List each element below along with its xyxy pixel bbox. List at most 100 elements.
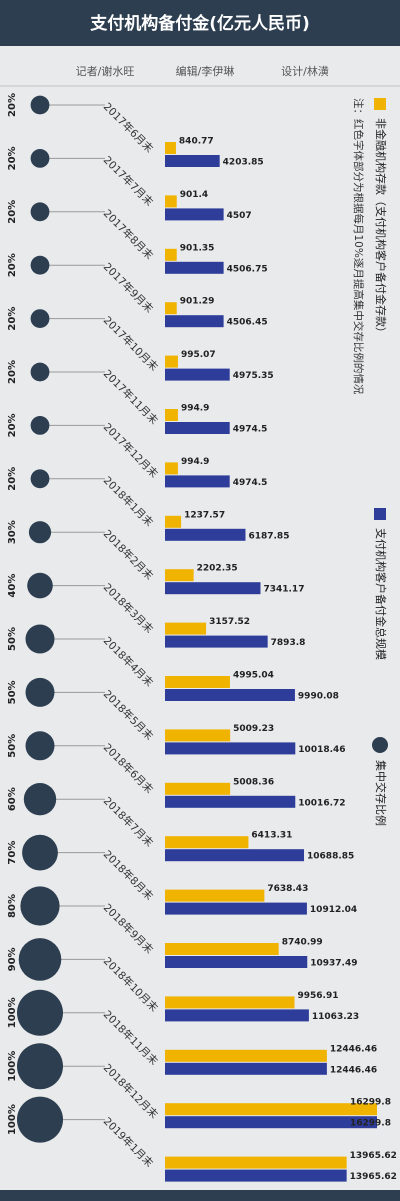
bar bbox=[165, 302, 177, 315]
ratio-label: 20% bbox=[7, 360, 18, 384]
value-label: 4507 bbox=[227, 211, 252, 221]
value-label: 7893.8 bbox=[271, 638, 306, 648]
ratio-circle bbox=[23, 783, 57, 816]
value-label: 994.9 bbox=[181, 457, 209, 467]
bar bbox=[165, 795, 296, 808]
bar bbox=[165, 248, 177, 261]
value-label: 6187.85 bbox=[248, 531, 289, 541]
ratio-circle bbox=[17, 1043, 63, 1090]
chart-title: 支付机构备付金(亿元人民币) bbox=[90, 13, 310, 34]
value-label: 4506.75 bbox=[227, 264, 268, 274]
value-label: 12446.46 bbox=[330, 1065, 377, 1075]
bar bbox=[165, 1116, 377, 1129]
value-label: 7638.43 bbox=[267, 884, 308, 894]
bar bbox=[165, 1156, 347, 1169]
ratio-label: 20% bbox=[7, 93, 18, 117]
bar bbox=[165, 208, 224, 221]
bar bbox=[165, 729, 231, 742]
bar bbox=[165, 528, 246, 541]
ratio-label: 20% bbox=[7, 200, 18, 224]
ratio-circle bbox=[25, 731, 55, 761]
ratio-label: 30% bbox=[7, 520, 18, 544]
ratio-circle bbox=[30, 362, 50, 382]
bar bbox=[165, 1062, 327, 1075]
bar bbox=[165, 368, 230, 381]
value-label: 840.77 bbox=[179, 137, 214, 147]
value-label: 13965.62 bbox=[350, 1151, 397, 1161]
bar bbox=[165, 676, 230, 688]
ratio-label: 50% bbox=[7, 734, 18, 758]
value-label: 10016.72 bbox=[298, 798, 345, 808]
ratio-label: 100% bbox=[7, 1051, 18, 1082]
ratio-circle bbox=[30, 149, 50, 168]
bar bbox=[165, 889, 265, 902]
header bbox=[0, 0, 400, 46]
value-label: 901.4 bbox=[180, 190, 208, 200]
ratio-circle bbox=[20, 886, 60, 926]
bar bbox=[165, 155, 220, 167]
ratio-circle bbox=[30, 202, 50, 222]
bar bbox=[165, 782, 231, 795]
ratio-label: 50% bbox=[7, 627, 18, 651]
bar bbox=[165, 475, 230, 488]
bar bbox=[165, 462, 178, 475]
ratio-circle bbox=[28, 521, 52, 544]
value-label: 901.29 bbox=[180, 297, 215, 307]
ratio-circle bbox=[17, 989, 63, 1036]
ratio-circle bbox=[30, 416, 50, 435]
value-label: 5009.23 bbox=[233, 724, 274, 734]
bar bbox=[165, 622, 207, 635]
ratio-label: 80% bbox=[7, 894, 18, 918]
value-label: 12446.46 bbox=[330, 1044, 377, 1054]
bar bbox=[165, 569, 194, 582]
bar bbox=[165, 582, 261, 595]
ratio-circle bbox=[27, 572, 53, 599]
value-label: 4203.85 bbox=[223, 158, 264, 168]
bar bbox=[165, 195, 177, 208]
bar bbox=[165, 355, 178, 368]
value-label: 4506.45 bbox=[227, 318, 268, 328]
legend-label: 支付机构客户备付金总规模 bbox=[374, 528, 388, 660]
ratio-circle bbox=[30, 469, 50, 489]
ratio-label: 20% bbox=[7, 467, 18, 491]
ratio-label: 20% bbox=[7, 146, 18, 170]
ratio-circle bbox=[30, 95, 50, 115]
value-label: 16299.8 bbox=[350, 1119, 391, 1129]
legend-swatch bbox=[372, 737, 388, 753]
note: 注：红色字体部分为根据每月10%逐月提高集中交存比例的情况 bbox=[352, 98, 365, 395]
ratio-label: 40% bbox=[7, 574, 18, 598]
value-label: 901.35 bbox=[180, 243, 215, 253]
bar bbox=[165, 142, 176, 154]
credit: 编辑/李伊琳 bbox=[176, 64, 235, 78]
bar bbox=[165, 996, 295, 1009]
ratio-circle bbox=[30, 309, 50, 328]
footer bbox=[0, 1190, 400, 1201]
legend-label: 集中交存比例 bbox=[374, 760, 388, 826]
bar bbox=[165, 261, 224, 274]
bar bbox=[165, 409, 178, 421]
ratio-label: 20% bbox=[7, 307, 18, 331]
ratio-label: 90% bbox=[7, 947, 18, 971]
bar bbox=[165, 1103, 377, 1116]
value-label: 10688.85 bbox=[307, 852, 354, 862]
value-label: 4995.04 bbox=[233, 671, 274, 681]
bar bbox=[165, 635, 268, 648]
bar bbox=[165, 1169, 347, 1182]
ratio-circle bbox=[25, 624, 55, 654]
ratio-label: 70% bbox=[7, 841, 18, 865]
bar bbox=[165, 315, 224, 328]
bar bbox=[165, 422, 230, 434]
bar bbox=[165, 1009, 309, 1022]
ratio-circle bbox=[22, 834, 58, 871]
ratio-label: 100% bbox=[7, 997, 18, 1028]
value-label: 1237.57 bbox=[184, 510, 225, 520]
bar bbox=[165, 1049, 327, 1062]
ratio-label: 60% bbox=[7, 787, 18, 811]
ratio-circle bbox=[30, 255, 50, 275]
value-label: 4975.35 bbox=[233, 371, 274, 381]
value-label: 13965.62 bbox=[350, 1172, 397, 1182]
bar bbox=[165, 836, 249, 849]
value-label: 994.9 bbox=[181, 404, 209, 414]
value-label: 10018.46 bbox=[298, 745, 345, 755]
